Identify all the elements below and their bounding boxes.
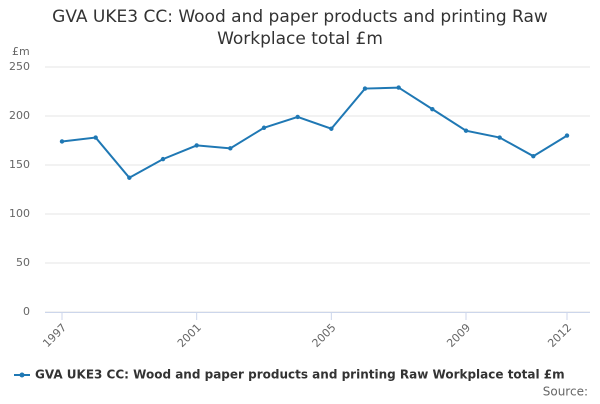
- point: [59, 139, 65, 144]
- y-tick-label: 0: [23, 305, 30, 318]
- point: [362, 86, 368, 91]
- point: [160, 156, 166, 162]
- point: [497, 135, 502, 140]
- point: [127, 175, 132, 180]
- x-tick-label: 2001: [175, 321, 204, 350]
- point: [396, 85, 401, 90]
- point: [194, 143, 199, 148]
- line: [61, 86, 568, 180]
- y-axis-label: £m: [12, 45, 30, 58]
- x-tick-label: 2009: [444, 321, 473, 350]
- y-tick-label: 100: [9, 207, 30, 220]
- y-tick-label: 150: [9, 158, 30, 171]
- point: [564, 133, 570, 138]
- y-tick-label: 250: [9, 60, 30, 73]
- x-tick-label: 2012: [545, 321, 574, 350]
- y-tick-label: 50: [16, 256, 30, 269]
- legend-symbol: [19, 372, 25, 378]
- chart-title: GVA UKE3 CC: Wood and paper products and…: [52, 7, 548, 49]
- y-tick-label: 200: [9, 109, 30, 122]
- x-tick-label: 2005: [310, 321, 339, 350]
- point: [430, 106, 435, 112]
- point: [261, 125, 267, 130]
- point: [93, 135, 98, 140]
- legend-label: GVA UKE3 CC: Wood and paper products and…: [35, 368, 565, 382]
- point: [463, 128, 469, 133]
- point: [329, 126, 334, 131]
- point: [531, 153, 536, 159]
- source: Source:: [543, 385, 588, 399]
- x-tick-label: 1997: [40, 321, 69, 350]
- point: [228, 146, 233, 151]
- point: [295, 114, 300, 120]
